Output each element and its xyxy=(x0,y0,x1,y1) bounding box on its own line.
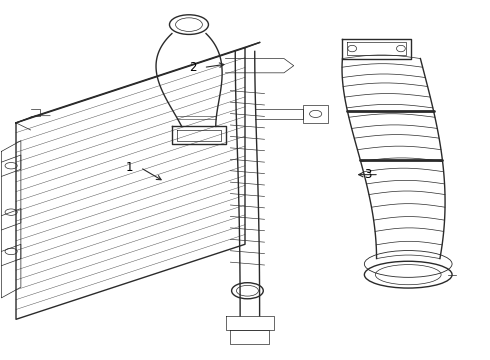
Text: 3: 3 xyxy=(364,168,372,181)
Text: 1: 1 xyxy=(125,161,133,174)
Text: 2: 2 xyxy=(189,61,196,74)
